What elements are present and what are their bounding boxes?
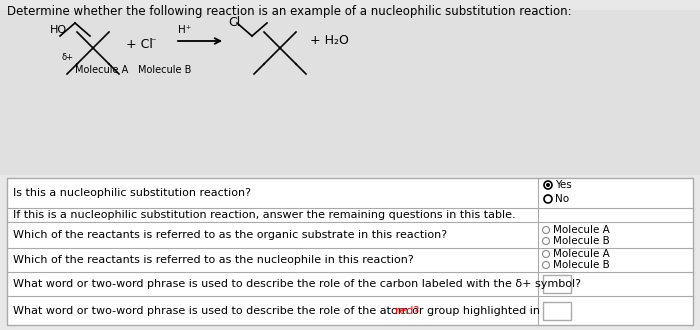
Text: Which of the reactants is referred to as the organic substrate in this reaction?: Which of the reactants is referred to as… (13, 230, 447, 240)
Text: + Cl: + Cl (126, 38, 153, 50)
Text: δ+: δ+ (62, 53, 74, 62)
Text: ⁻: ⁻ (150, 37, 155, 47)
Text: Which of the reactants is referred to as the nucleophile in this reaction?: Which of the reactants is referred to as… (13, 255, 414, 265)
Text: Cl: Cl (228, 16, 240, 29)
Text: Molecule B: Molecule B (553, 260, 610, 270)
Text: H⁺: H⁺ (178, 25, 191, 35)
Circle shape (546, 183, 550, 187)
Text: + H₂O: + H₂O (310, 35, 349, 48)
Text: Molecule A: Molecule A (553, 249, 610, 259)
Text: Yes: Yes (555, 180, 572, 190)
Text: If this is a nucleophilic substitution reaction, answer the remaining questions : If this is a nucleophilic substitution r… (13, 210, 516, 220)
Text: Molecule A: Molecule A (75, 65, 128, 75)
Text: Molecule B: Molecule B (138, 65, 191, 75)
Text: What word or two-word phrase is used to describe the role of the carbon labeled : What word or two-word phrase is used to … (13, 279, 581, 289)
FancyBboxPatch shape (543, 275, 571, 293)
Text: Molecule B: Molecule B (553, 236, 610, 246)
FancyBboxPatch shape (543, 302, 571, 319)
Text: What word or two-word phrase is used to describe the role of the atom or group h: What word or two-word phrase is used to … (13, 306, 543, 315)
Text: No: No (555, 194, 569, 204)
FancyBboxPatch shape (0, 10, 700, 175)
Text: Is this a nucleophilic substitution reaction?: Is this a nucleophilic substitution reac… (13, 188, 251, 198)
FancyBboxPatch shape (7, 178, 693, 325)
Text: HO: HO (50, 25, 67, 35)
Text: Molecule A: Molecule A (553, 225, 610, 235)
Text: Determine whether the following reaction is an example of a nucleophilic substit: Determine whether the following reaction… (7, 5, 572, 18)
Text: red?: red? (395, 306, 419, 315)
